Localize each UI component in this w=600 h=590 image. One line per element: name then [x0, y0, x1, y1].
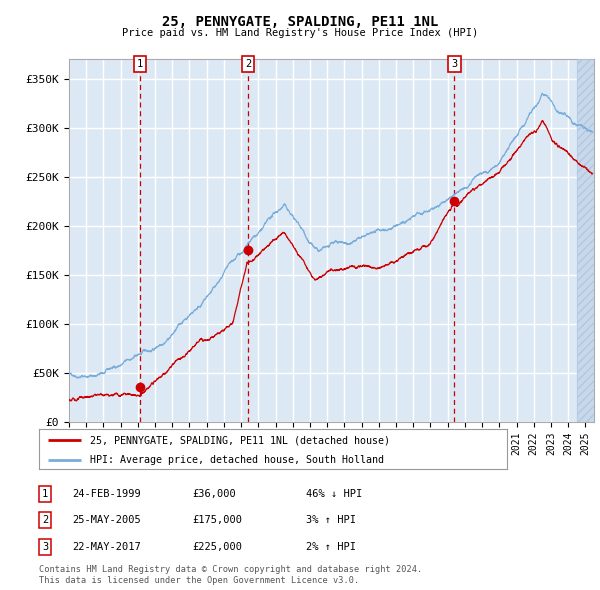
Text: £225,000: £225,000 [192, 542, 242, 552]
Text: 25, PENNYGATE, SPALDING, PE11 1NL (detached house): 25, PENNYGATE, SPALDING, PE11 1NL (detac… [91, 435, 391, 445]
Text: 1: 1 [42, 489, 48, 499]
Text: This data is licensed under the Open Government Licence v3.0.: This data is licensed under the Open Gov… [39, 576, 359, 585]
Text: 3% ↑ HPI: 3% ↑ HPI [306, 516, 356, 525]
Text: 25, PENNYGATE, SPALDING, PE11 1NL: 25, PENNYGATE, SPALDING, PE11 1NL [162, 15, 438, 29]
Text: 3: 3 [42, 542, 48, 552]
Text: 25-MAY-2005: 25-MAY-2005 [72, 516, 141, 525]
Text: 3: 3 [451, 59, 458, 69]
Text: 1: 1 [137, 59, 143, 69]
Text: Price paid vs. HM Land Registry's House Price Index (HPI): Price paid vs. HM Land Registry's House … [122, 28, 478, 38]
Text: Contains HM Land Registry data © Crown copyright and database right 2024.: Contains HM Land Registry data © Crown c… [39, 565, 422, 574]
Text: 2% ↑ HPI: 2% ↑ HPI [306, 542, 356, 552]
Text: 46% ↓ HPI: 46% ↓ HPI [306, 489, 362, 499]
Text: 22-MAY-2017: 22-MAY-2017 [72, 542, 141, 552]
Text: HPI: Average price, detached house, South Holland: HPI: Average price, detached house, Sout… [91, 455, 385, 466]
Text: 2: 2 [245, 59, 251, 69]
Text: 2: 2 [42, 516, 48, 525]
Text: £175,000: £175,000 [192, 516, 242, 525]
Text: 24-FEB-1999: 24-FEB-1999 [72, 489, 141, 499]
Text: £36,000: £36,000 [192, 489, 236, 499]
